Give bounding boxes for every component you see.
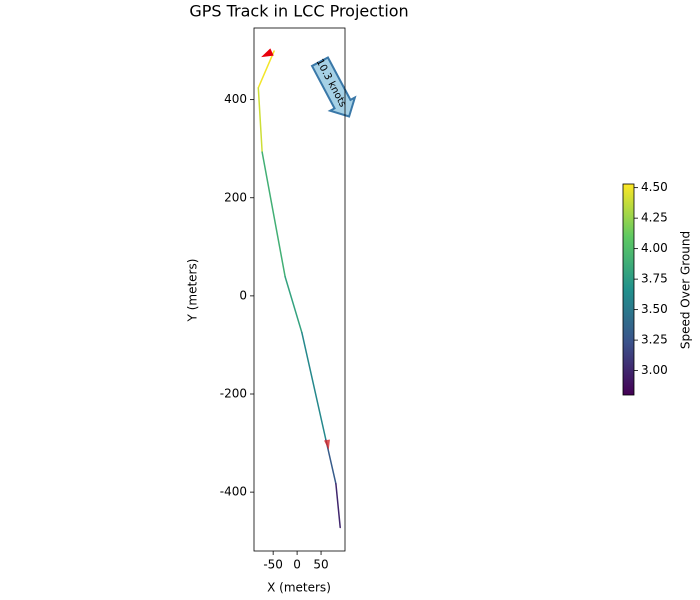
y-tick-label: -200 bbox=[220, 387, 247, 401]
annotation-arrow bbox=[310, 56, 357, 118]
colorbar-tick-label: 4.00 bbox=[641, 241, 668, 255]
y-tick-label: 200 bbox=[224, 190, 247, 204]
colorbar-tick-label: 3.75 bbox=[641, 272, 668, 286]
chart-title: GPS Track in LCC Projection bbox=[189, 2, 408, 21]
track bbox=[257, 50, 341, 529]
colorbar-label: Speed Over Ground bbox=[679, 231, 693, 349]
track-segment bbox=[335, 483, 341, 529]
colorbar-tick-label: 4.50 bbox=[641, 180, 668, 194]
track-segment bbox=[261, 151, 286, 278]
track-segment bbox=[257, 50, 275, 89]
plot-frame bbox=[253, 27, 346, 552]
y-axis-label: Y (meters) bbox=[186, 259, 200, 323]
colorbar bbox=[622, 183, 635, 396]
x-tick-label: 50 bbox=[313, 558, 328, 572]
colorbar-tick-label: 3.50 bbox=[641, 302, 668, 316]
y-tick-label: 400 bbox=[224, 92, 247, 106]
speed-annotation: 10.3 knots bbox=[310, 56, 357, 118]
track-segment bbox=[301, 331, 327, 441]
start-arrow bbox=[261, 48, 274, 58]
colorbar-tick-label: 3.25 bbox=[641, 333, 668, 347]
y-tick-label: 0 bbox=[239, 288, 247, 302]
x-tick-label: 0 bbox=[293, 558, 301, 572]
track-segment bbox=[257, 87, 263, 153]
colorbar-tick-label: 4.25 bbox=[641, 211, 668, 225]
colorbar-tick-label: 3.00 bbox=[641, 363, 668, 377]
x-axis-label: X (meters) bbox=[267, 581, 331, 595]
x-tick-label: -50 bbox=[263, 558, 283, 572]
track-segment bbox=[284, 275, 303, 334]
direction-arrow bbox=[324, 439, 330, 450]
y-tick-label: -400 bbox=[220, 485, 247, 499]
